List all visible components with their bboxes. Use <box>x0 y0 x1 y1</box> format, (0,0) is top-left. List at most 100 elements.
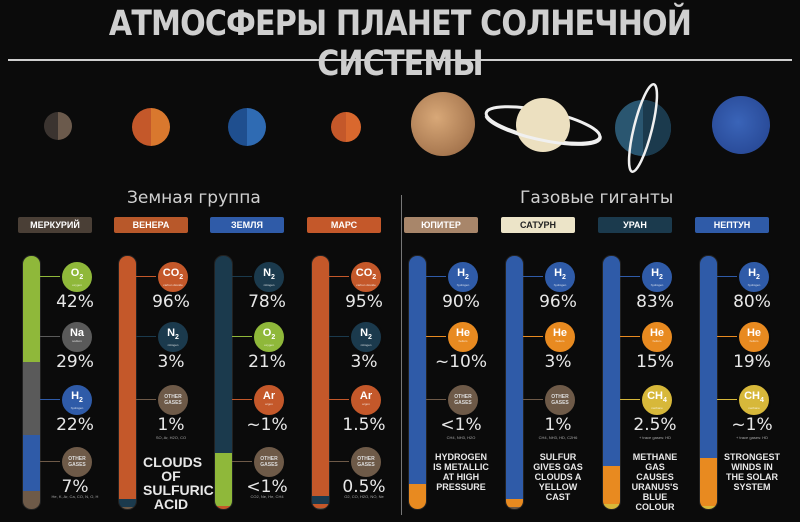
trace-gases-note: + trace gases: HD <box>638 435 672 440</box>
bar-segment <box>119 256 136 499</box>
gas-symbol: He <box>642 328 672 339</box>
planet-tag-3: ЗЕМЛЯ <box>210 217 284 233</box>
gas-formula: N <box>167 327 176 339</box>
gas-symbol: Na <box>62 328 92 339</box>
gas-percent: <1% <box>246 477 288 497</box>
gas-percent: 3% <box>544 352 572 372</box>
connector-line <box>329 275 349 277</box>
connector-line <box>40 398 60 400</box>
gas-circle: N2 nitrogen <box>252 260 286 294</box>
gas-name: hydrogen <box>553 283 567 288</box>
gas-subscript: 2 <box>175 334 179 342</box>
gas-symbol: OTHER GASES <box>164 394 182 406</box>
gas-name: argon <box>265 402 273 406</box>
gas-subscript: 2 <box>179 274 184 282</box>
bar-segment <box>700 256 717 458</box>
gas-symbol: OTHER GASES <box>454 394 472 406</box>
bar-segment <box>506 499 523 507</box>
gas-percent: 0.5% <box>342 477 386 497</box>
planet-tag-7: УРАН <box>598 217 672 233</box>
planet-note: STRONGEST WINDS IN THE SOLAR SYSTEM <box>724 452 781 492</box>
connector-line <box>620 335 640 337</box>
planet-note: SULFUR GIVES GAS CLOUDS A YELLOW CAST <box>533 452 583 502</box>
bar-segment <box>700 458 717 506</box>
connector-line <box>426 335 446 337</box>
gas-formula: CO <box>162 267 180 279</box>
gas-subscript: 2 <box>562 274 566 282</box>
connector-line <box>136 275 156 277</box>
gas-subscript: 2 <box>271 334 276 342</box>
gas-circle: H2 hydrogen <box>640 260 674 294</box>
gas-circle: OTHER GASES <box>543 383 577 417</box>
gas-symbol: H2 <box>642 268 672 283</box>
gas-percent: 1.5% <box>342 415 386 435</box>
trace-gases-note: CH4, NH3, HD, C2H6 <box>538 435 578 440</box>
planet-note: METHANE GAS CAUSES URANUS'S BLUE COLOUR <box>631 452 679 512</box>
saturn-icon <box>484 98 602 152</box>
gas-formula: O <box>262 327 272 339</box>
composition-bar <box>408 255 427 510</box>
gas-formula: He <box>552 327 568 339</box>
composition-bar <box>602 255 621 510</box>
gas-formula: H <box>457 267 466 279</box>
gas-percent: 3% <box>157 352 185 372</box>
gas-symbol: O2 <box>62 268 92 283</box>
gas-percent: 19% <box>733 352 771 372</box>
connector-line <box>620 275 640 277</box>
gas-symbol: CO2 <box>158 268 188 283</box>
gas-name: nitrogen <box>360 343 372 348</box>
planet-tag-6: САТУРН <box>501 217 575 233</box>
gas-formula: H <box>71 390 80 402</box>
gas-symbol: He <box>545 328 575 339</box>
planet-tag-1: МЕРКУРИЙ <box>18 217 92 233</box>
gas-subscript: 2 <box>372 274 377 282</box>
gas-percent: 15% <box>636 352 674 372</box>
planet-note: HYDROGEN IS METALLIC AT HIGH PRESSURE <box>433 452 489 492</box>
trace-gases-note: He, K, Ar, Ca, CO, N, O, H <box>51 494 99 499</box>
trace-gases-note: + trace gases: HD <box>735 435 769 440</box>
gas-circle: CO2 carbon dioxide <box>349 260 383 294</box>
gas-name: oxygen <box>72 283 82 288</box>
gas-subscript: 2 <box>465 274 469 282</box>
gas-circle: H2 hydrogen <box>60 383 94 417</box>
gas-subscript: 2 <box>756 274 760 282</box>
gas-subscript: 2 <box>659 274 663 282</box>
gas-name: helium <box>458 339 468 343</box>
gas-formula: He <box>649 327 665 339</box>
bar-segment <box>409 484 426 509</box>
bar-segment <box>215 453 232 506</box>
bar-segment <box>409 256 426 484</box>
trace-gases-note: CH4, NH3, H2O <box>446 435 476 440</box>
gas-formula: He <box>746 327 762 339</box>
composition-bar <box>699 255 718 510</box>
gas-circle: O2 oxygen <box>60 260 94 294</box>
gas-name: helium <box>555 339 565 343</box>
group-divider <box>401 195 402 515</box>
bar-segment <box>312 504 329 508</box>
gas-circle: H2 hydrogen <box>446 260 480 294</box>
connector-line <box>620 398 640 400</box>
connector-line <box>426 275 446 277</box>
gas-formula: CH <box>647 390 663 402</box>
gas-percent: 3% <box>350 352 378 372</box>
gas-circle: O2 oxygen <box>252 320 286 354</box>
gas-symbol: H2 <box>739 268 769 283</box>
venus-icon <box>132 108 170 146</box>
gas-formula: O <box>70 267 80 279</box>
neptune-icon <box>712 96 770 154</box>
planet-tag-2: ВЕНЕРА <box>114 217 188 233</box>
gas-formula: N <box>263 267 272 279</box>
gas-name: hydrogen <box>650 283 664 288</box>
gas-circle: CH4 methane <box>640 383 674 417</box>
connector-line <box>523 275 543 277</box>
mars-icon <box>331 112 361 142</box>
connector-line <box>40 335 60 337</box>
trace-gases-note: SO, Ar, H2O, CO <box>155 435 187 440</box>
gas-circle: He helium <box>446 320 480 354</box>
gas-circle: He helium <box>737 320 771 354</box>
connector-line <box>232 335 252 337</box>
bar-segment <box>603 466 620 504</box>
gas-symbol: H2 <box>545 268 575 283</box>
gas-name: hydrogen <box>456 283 470 288</box>
gas-formula: He <box>455 327 471 339</box>
